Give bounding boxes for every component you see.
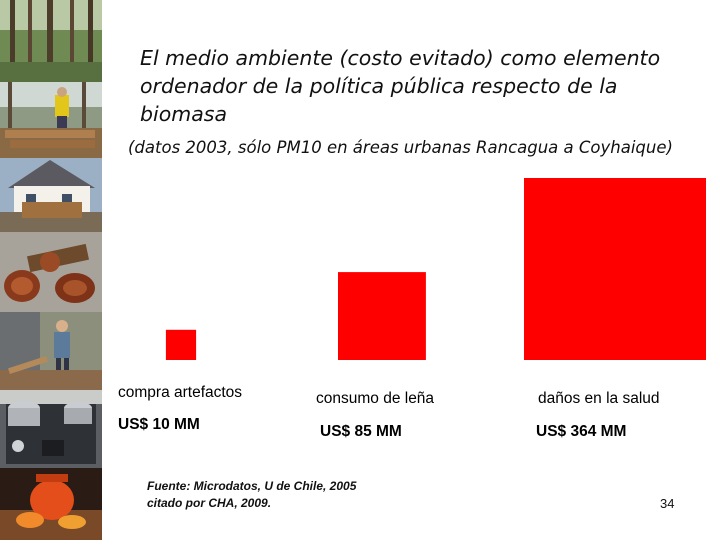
- slide-title: El medio ambiente (costo evitado) como e…: [140, 44, 710, 128]
- firewood-logs-photo: [0, 232, 102, 312]
- house-woodpile-photo: [0, 158, 102, 232]
- page-number: 34: [660, 496, 675, 511]
- source-note: Fuente: Microdatos, U de Chile, 2005 cit…: [147, 478, 356, 512]
- clay-pot-fire-photo: [0, 468, 102, 540]
- woodcutter-photo: [0, 82, 102, 158]
- forest-photo: [0, 0, 102, 82]
- person-splitting-wood-photo: [0, 312, 102, 390]
- wood-stove-photo: [0, 390, 102, 468]
- photo-strip-images: [0, 0, 102, 540]
- bar-2: [338, 272, 426, 360]
- source-line1: Fuente: Microdatos, U de Chile, 2005: [147, 479, 357, 493]
- bar-1: [165, 329, 197, 360]
- category-label-consumo: consumo de leña: [316, 390, 435, 407]
- slide-title-line2: ordenador de la política pública respect…: [140, 74, 618, 126]
- value-label-consumo: US$ 85 MM: [320, 423, 402, 440]
- bar-3: [524, 178, 706, 360]
- source-line2: citado por CHA, 2009.: [147, 496, 272, 510]
- value-label-compra: US$ 10 MM: [118, 416, 200, 433]
- slide-title-line1: El medio ambiente (costo evitado) como e…: [140, 46, 661, 70]
- slide-subtitle: (datos 2003, sólo PM10 en áreas urbanas …: [128, 138, 673, 157]
- photo-strip: [0, 0, 102, 540]
- category-label-compra: compra artefactos: [118, 384, 243, 401]
- category-label-danos: daños en la salud: [538, 390, 660, 407]
- value-label-danos: US$ 364 MM: [536, 423, 627, 440]
